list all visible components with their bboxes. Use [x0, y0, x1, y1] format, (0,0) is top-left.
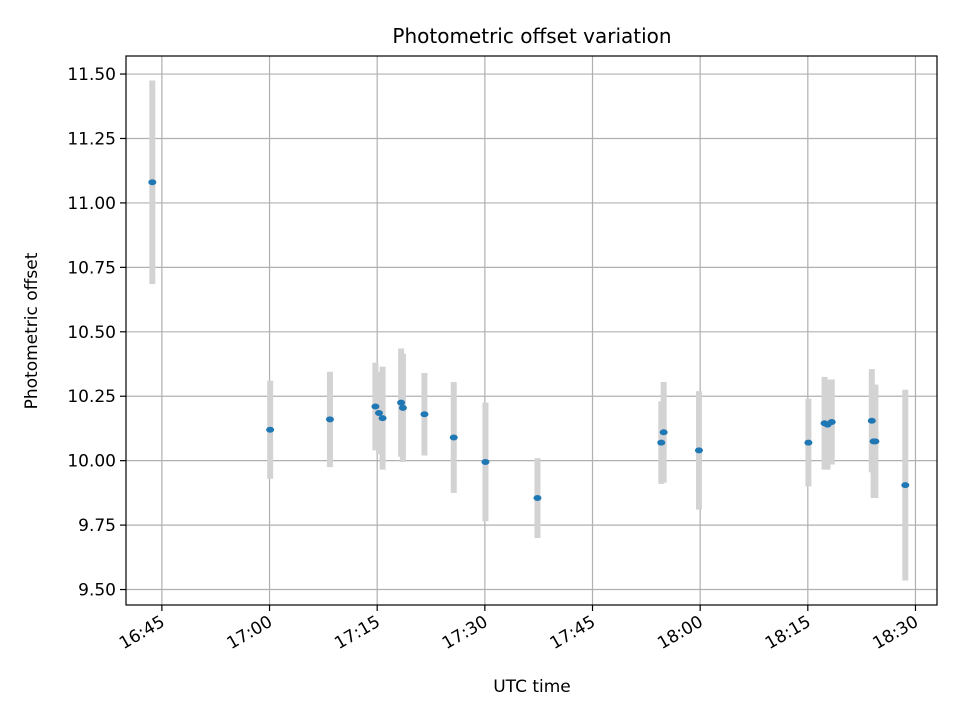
data-point: [481, 458, 490, 465]
data-point: [657, 439, 666, 446]
data-point: [901, 482, 910, 489]
data-point: [694, 447, 703, 454]
data-point: [871, 438, 880, 445]
data-point: [398, 404, 407, 411]
y-tick-label: 9.50: [78, 581, 116, 601]
data-point: [266, 426, 275, 433]
data-point: [533, 495, 542, 502]
data-point: [148, 179, 157, 186]
data-point: [378, 415, 387, 422]
data-point: [659, 429, 668, 436]
data-point: [867, 417, 876, 424]
y-axis-label: Photometric offset: [22, 252, 42, 409]
plot-area-frame: [125, 55, 938, 606]
data-point: [325, 416, 334, 423]
y-tick-label: 10.50: [67, 323, 116, 343]
chart-title: Photometric offset variation: [392, 24, 671, 48]
y-tick-label: 11.25: [67, 129, 116, 149]
data-point: [371, 403, 380, 410]
y-tick-label: 11.50: [67, 65, 116, 85]
data-point: [374, 409, 383, 416]
y-tick-label: 10.25: [67, 387, 116, 407]
data-point: [827, 419, 836, 425]
y-tick-label: 10.00: [67, 452, 116, 472]
y-axis-ticks: 9.50 9.75 10.00 10.25 10.50 10.75 11.00 11.25 11…: [67, 65, 126, 601]
data-points: [148, 179, 910, 502]
y-tick-label: 9.75: [78, 516, 116, 536]
data-point: [397, 399, 406, 406]
y-tick-label: 11.00: [67, 194, 116, 214]
x-axis-label: UTC time: [493, 677, 571, 697]
data-point: [449, 434, 458, 441]
data-point: [420, 411, 429, 418]
data-point: [804, 439, 813, 446]
grid-lines: [126, 56, 937, 605]
y-tick-label: 10.75: [67, 258, 116, 278]
